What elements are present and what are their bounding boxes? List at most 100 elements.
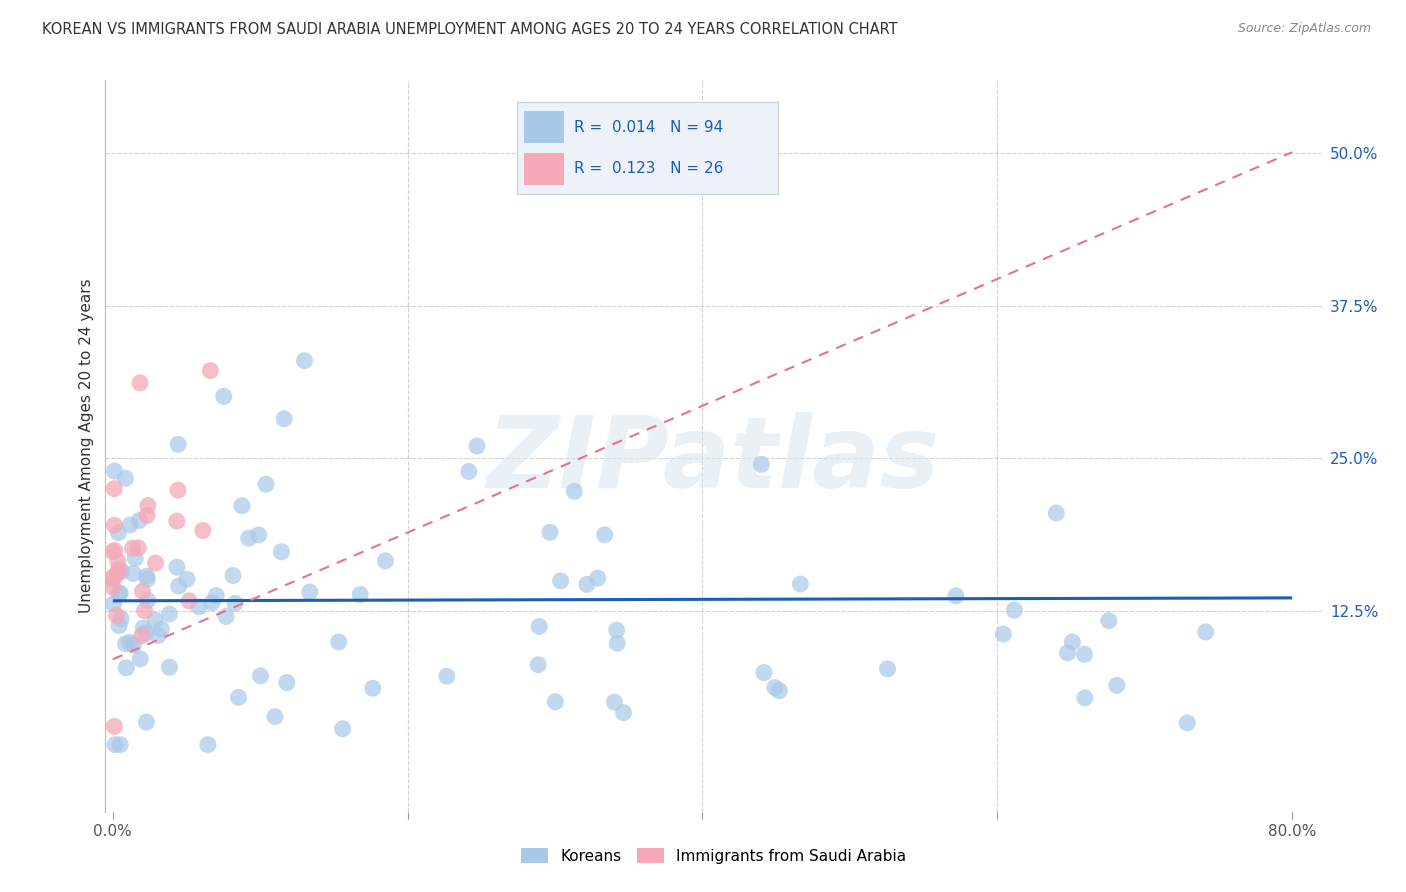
Point xyxy=(1002,603,1025,617)
Point xyxy=(136,499,159,513)
Point xyxy=(212,389,235,403)
Point xyxy=(1175,715,1198,730)
Legend: Koreans, Immigrants from Saudi Arabia: Koreans, Immigrants from Saudi Arabia xyxy=(515,842,912,870)
Point xyxy=(103,464,125,478)
Point xyxy=(1073,648,1095,662)
Point xyxy=(121,541,143,556)
Point xyxy=(298,585,321,599)
Point xyxy=(538,525,561,540)
Point xyxy=(104,543,127,558)
Point xyxy=(238,531,260,545)
Point xyxy=(276,675,298,690)
Point xyxy=(249,669,271,683)
Point xyxy=(108,586,131,600)
Point xyxy=(107,554,129,568)
Point xyxy=(945,589,967,603)
Point xyxy=(205,589,228,603)
Point xyxy=(103,597,125,611)
Point xyxy=(228,690,250,705)
Point xyxy=(215,609,238,624)
Point xyxy=(586,571,609,585)
Point xyxy=(127,541,149,555)
Point xyxy=(134,604,156,618)
Point xyxy=(361,681,384,696)
Point xyxy=(529,619,551,633)
Point xyxy=(457,465,479,479)
Point xyxy=(575,577,598,591)
Point xyxy=(148,629,170,643)
Point xyxy=(103,482,125,496)
Point xyxy=(332,722,354,736)
Point xyxy=(167,483,190,498)
Text: KOREAN VS IMMIGRANTS FROM SAUDI ARABIA UNEMPLOYMENT AMONG AGES 20 TO 24 YEARS CO: KOREAN VS IMMIGRANTS FROM SAUDI ARABIA U… xyxy=(42,22,898,37)
Point xyxy=(114,471,136,485)
Point xyxy=(131,584,153,599)
Point xyxy=(763,681,786,695)
Y-axis label: Unemployment Among Ages 20 to 24 years: Unemployment Among Ages 20 to 24 years xyxy=(79,278,94,614)
Point xyxy=(562,484,585,499)
Point xyxy=(593,528,616,542)
Point xyxy=(270,545,292,559)
Point xyxy=(122,638,145,652)
Point xyxy=(166,514,188,528)
Point xyxy=(107,525,129,540)
Point xyxy=(294,353,316,368)
Point xyxy=(167,579,190,593)
Point xyxy=(1062,635,1084,649)
Point xyxy=(110,586,132,600)
Point xyxy=(993,627,1015,641)
Point xyxy=(122,566,145,581)
Point xyxy=(118,635,141,649)
Point xyxy=(789,577,811,591)
Point xyxy=(273,412,295,426)
Point xyxy=(103,719,125,733)
Point xyxy=(201,596,224,610)
Point xyxy=(1098,614,1121,628)
Point xyxy=(110,612,132,626)
Point xyxy=(606,636,628,650)
Point xyxy=(1045,506,1067,520)
Point xyxy=(101,570,124,584)
Point xyxy=(179,594,201,608)
Point xyxy=(612,706,634,720)
Point xyxy=(254,477,277,491)
Point xyxy=(135,714,157,729)
Point xyxy=(136,572,159,586)
Point xyxy=(136,508,159,523)
Point xyxy=(110,738,132,752)
Point xyxy=(114,637,136,651)
Point xyxy=(120,517,142,532)
Point xyxy=(247,528,270,542)
Point xyxy=(101,572,124,586)
Point xyxy=(128,513,150,527)
Point xyxy=(166,560,188,574)
Point xyxy=(1074,690,1097,705)
Point xyxy=(132,621,155,635)
Point xyxy=(550,574,572,588)
Point xyxy=(224,596,246,610)
Point xyxy=(1056,646,1078,660)
Point xyxy=(606,623,628,637)
Point xyxy=(751,458,773,472)
Point xyxy=(101,580,124,594)
Point xyxy=(115,661,138,675)
Point xyxy=(1105,678,1128,692)
Point xyxy=(159,607,181,621)
Point xyxy=(107,562,129,576)
Text: Source: ZipAtlas.com: Source: ZipAtlas.com xyxy=(1237,22,1371,36)
Point xyxy=(187,599,209,614)
Point xyxy=(167,437,190,451)
Point xyxy=(191,524,214,538)
Point xyxy=(436,669,458,683)
Point xyxy=(145,556,167,570)
Point xyxy=(107,566,129,581)
Point xyxy=(108,618,131,632)
Point xyxy=(101,544,124,558)
Point xyxy=(768,683,790,698)
Point xyxy=(143,613,166,627)
Point xyxy=(876,662,898,676)
Point xyxy=(465,439,488,453)
Point xyxy=(197,738,219,752)
Point xyxy=(129,376,152,390)
Point xyxy=(222,568,245,582)
